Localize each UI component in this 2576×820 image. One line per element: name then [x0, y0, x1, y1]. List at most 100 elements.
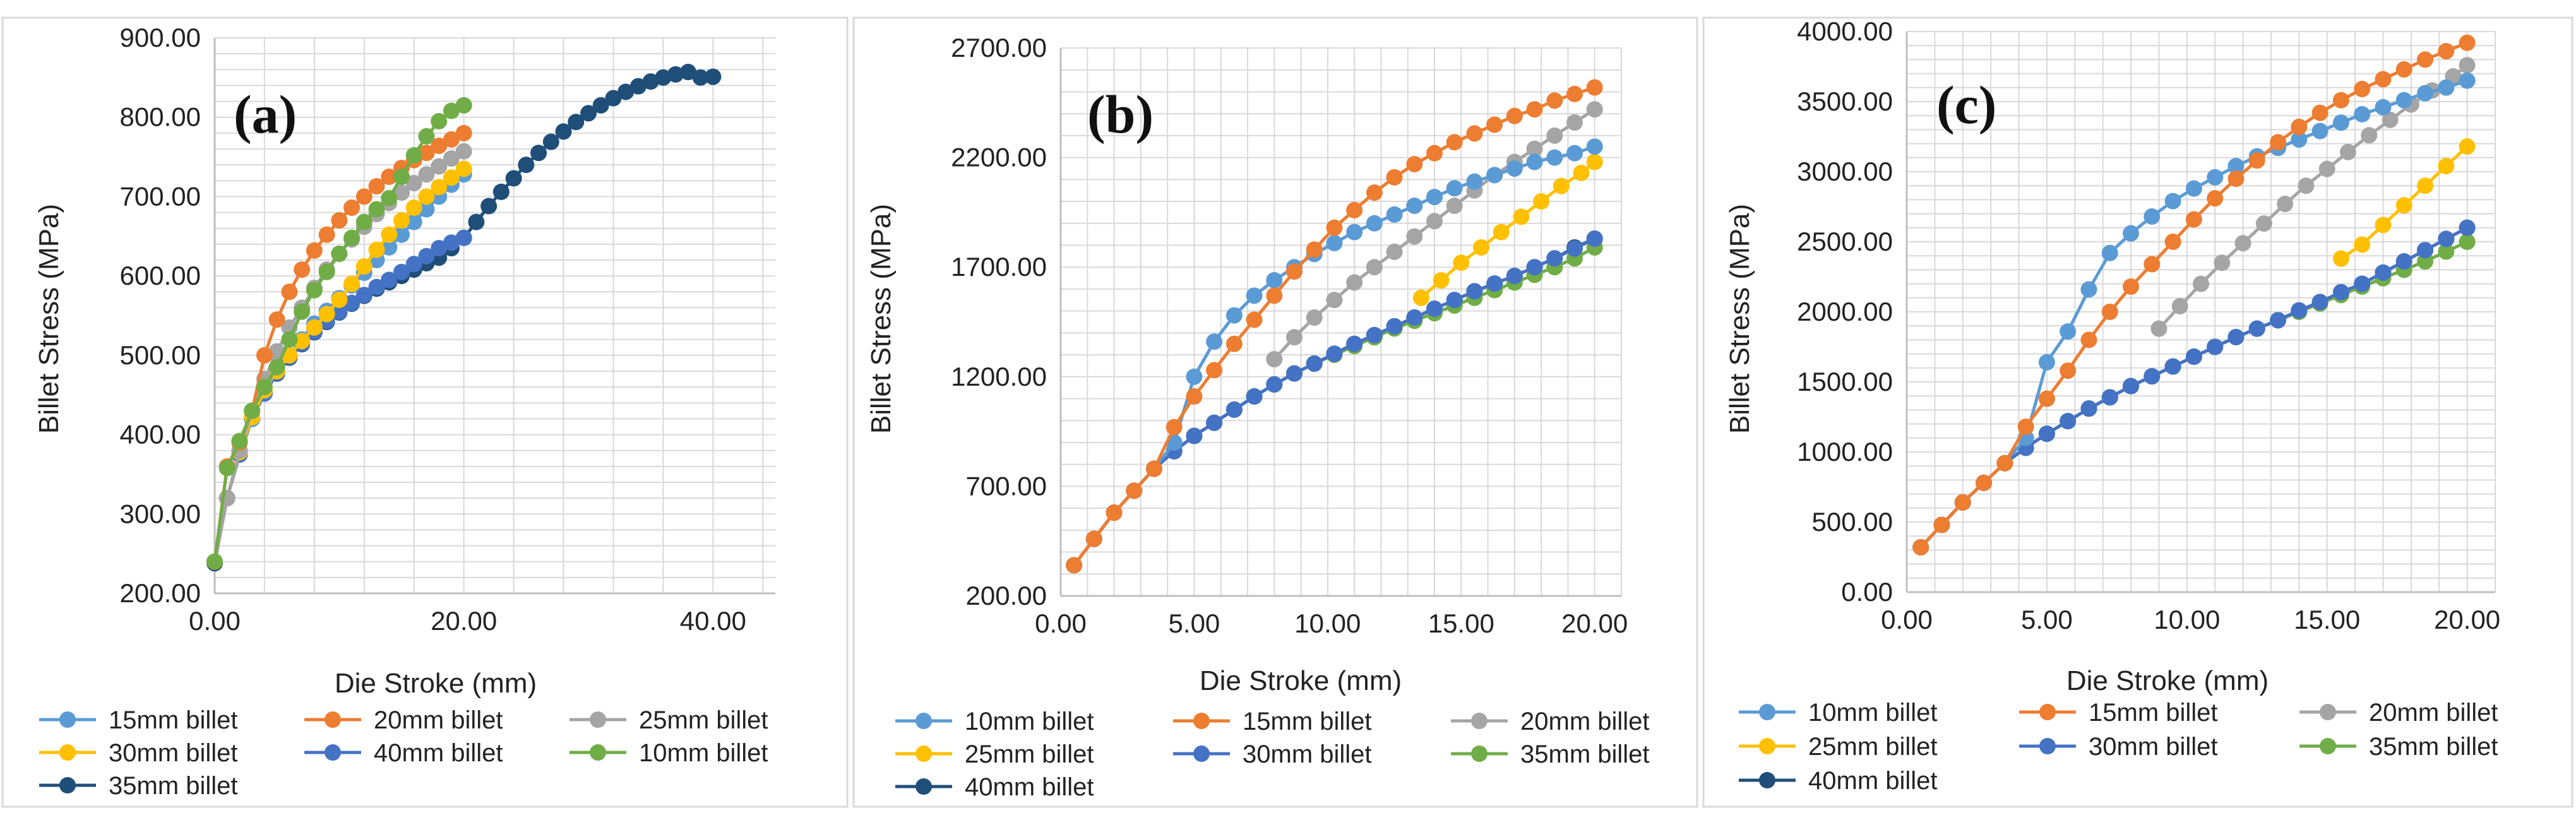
- data-point: [443, 150, 460, 167]
- legend-swatch-marker: [1193, 746, 1210, 762]
- data-point: [2185, 348, 2202, 365]
- legend-label: 40mm billet: [965, 773, 1094, 801]
- data-point: [1326, 235, 1343, 252]
- data-point: [2234, 235, 2251, 252]
- data-point: [2332, 114, 2349, 131]
- data-point: [629, 78, 647, 95]
- data-point: [1225, 401, 1243, 418]
- data-point: [294, 303, 311, 320]
- data-point: [2101, 389, 2118, 406]
- data-point: [1146, 460, 1162, 477]
- legend-swatch-marker: [1759, 704, 1775, 720]
- data-point: [2395, 92, 2412, 109]
- data-point: [418, 247, 435, 264]
- data-point: [2144, 368, 2161, 385]
- x-tick-label: 20.00: [1561, 609, 1628, 638]
- data-point: [1246, 311, 1263, 328]
- series-group: [1066, 79, 1603, 574]
- data-point: [2080, 281, 2097, 298]
- y-tick-label: 400.00: [120, 420, 201, 449]
- data-point: [368, 278, 385, 295]
- legend-label: 30mm billet: [109, 739, 238, 767]
- data-point: [1586, 138, 1603, 155]
- data-point: [1506, 160, 1523, 177]
- data-point: [2227, 328, 2245, 345]
- legend-swatch-marker: [915, 713, 932, 729]
- data-point: [2123, 377, 2140, 395]
- data-point: [679, 64, 696, 81]
- data-point: [1996, 455, 2013, 472]
- data-point: [468, 213, 485, 230]
- data-point: [355, 287, 373, 304]
- data-point: [530, 145, 547, 162]
- data-point: [2354, 105, 2371, 122]
- legend-item: 20mm billet: [304, 706, 503, 734]
- data-point: [1546, 127, 1563, 144]
- legend-label: 35mm billet: [2369, 733, 2498, 761]
- data-point: [1453, 254, 1470, 271]
- data-point: [1566, 114, 1583, 131]
- legend-item: 25mm billet: [1739, 733, 1938, 761]
- data-point: [2185, 180, 2202, 197]
- data-point: [2375, 217, 2392, 234]
- data-point: [1546, 250, 1563, 267]
- panel-b-frame: [852, 16, 1698, 808]
- data-point: [1066, 557, 1083, 574]
- data-point: [1206, 333, 1223, 350]
- x-tick-label: 40.00: [680, 606, 746, 636]
- data-point: [1266, 351, 1283, 368]
- data-point: [2270, 134, 2287, 151]
- data-point: [580, 105, 597, 122]
- data-point: [1586, 79, 1603, 96]
- data-point: [2375, 98, 2392, 116]
- y-tick-label: 200.00: [120, 578, 201, 608]
- y-tick-label: 800.00: [120, 102, 201, 132]
- y-tick-label: 2000.00: [1797, 297, 1893, 326]
- data-point: [306, 319, 323, 336]
- data-point: [1246, 388, 1263, 405]
- data-point: [443, 234, 460, 251]
- data-point: [1266, 287, 1283, 304]
- data-point: [2123, 225, 2140, 242]
- data-point: [2171, 298, 2188, 315]
- data-point: [2382, 111, 2399, 128]
- data-point: [1486, 167, 1503, 184]
- data-point: [2060, 323, 2077, 340]
- data-point: [1186, 368, 1203, 385]
- data-point: [1586, 153, 1603, 170]
- y-tick-label: 500.00: [120, 340, 201, 370]
- legend-swatch-marker: [59, 744, 76, 761]
- x-tick-label: 0.00: [1035, 609, 1087, 638]
- data-point: [2438, 79, 2455, 96]
- data-point: [1976, 474, 1993, 491]
- data-point: [2459, 138, 2476, 155]
- data-point: [1366, 259, 1383, 276]
- data-point: [1426, 300, 1443, 318]
- x-tick-label: 5.00: [2021, 605, 2073, 634]
- data-point: [2123, 278, 2140, 295]
- data-point: [368, 241, 385, 258]
- legend-label: 10mm billet: [965, 708, 1094, 735]
- series-15mm-billet: [1066, 79, 1603, 574]
- legend-label: 25mm billet: [965, 740, 1094, 768]
- data-point: [542, 133, 559, 150]
- y-tick-label: 700.00: [966, 471, 1047, 501]
- data-point: [418, 145, 435, 162]
- data-point: [431, 179, 448, 196]
- data-point: [306, 282, 323, 299]
- x-tick-label: 20.00: [431, 606, 497, 636]
- data-point: [2207, 169, 2224, 186]
- series-20mm-billet: [2150, 57, 2476, 337]
- data-point: [1526, 259, 1543, 276]
- data-point: [1386, 169, 1403, 186]
- data-point: [1426, 145, 1443, 162]
- legend-label: 15mm billet: [1243, 708, 1372, 735]
- legend-label: 15mm billet: [109, 706, 238, 734]
- data-point: [2459, 34, 2476, 51]
- data-point: [1206, 362, 1223, 379]
- data-point: [1446, 180, 1463, 197]
- data-point: [343, 199, 361, 217]
- data-point: [2207, 338, 2224, 355]
- y-tick-label: 300.00: [120, 499, 201, 528]
- data-point: [555, 123, 572, 140]
